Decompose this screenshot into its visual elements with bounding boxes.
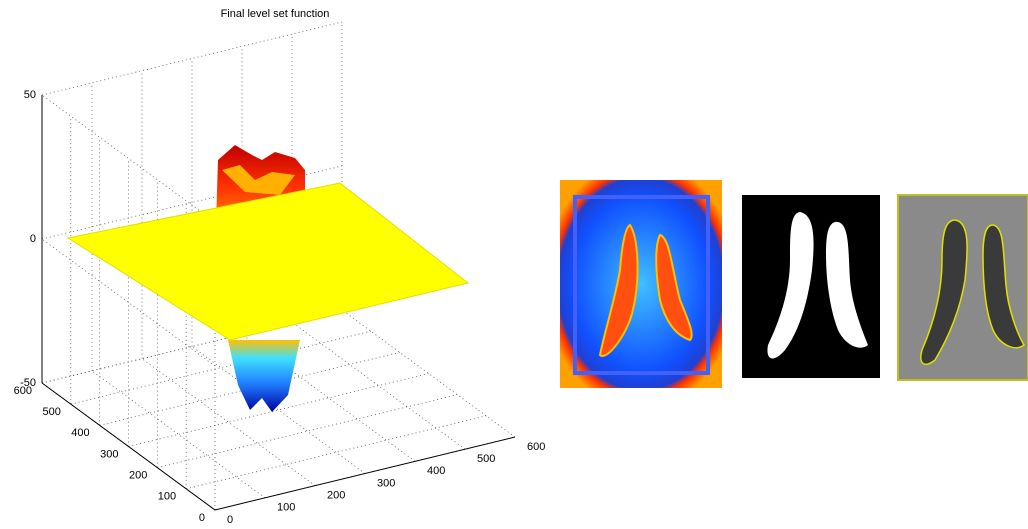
x-tick-label: 200 <box>327 490 345 502</box>
y-tick-label: 500 <box>42 406 60 418</box>
chart-title: Final level set function <box>221 8 330 20</box>
x-tick-label: 400 <box>427 465 445 477</box>
y-tick-label: 0 <box>199 512 205 524</box>
mask-image <box>742 195 880 378</box>
y-grid-floor <box>186 416 486 489</box>
y-tick-label: 400 <box>71 427 89 439</box>
z-tick-label: 0 <box>30 233 36 245</box>
surface-plane <box>68 183 468 340</box>
surface-trough <box>228 340 300 412</box>
x-grid-floor <box>292 322 465 449</box>
x-tick-label: 500 <box>477 453 495 465</box>
y-grid-floor <box>157 395 457 468</box>
z-tick-label: -50 <box>20 377 36 389</box>
heatmap-image <box>560 180 722 388</box>
x-grid-floor <box>92 371 265 498</box>
x-tick-label: 0 <box>227 514 233 526</box>
contour-image <box>898 195 1028 380</box>
surface <box>68 145 468 412</box>
x-tick-label: 100 <box>277 502 295 514</box>
heatmap-bg <box>560 180 722 388</box>
x-tick-label: 600 <box>527 441 545 453</box>
y-tick-label: 300 <box>100 448 118 460</box>
figure: Final level set function 0 100 200 300 400 50… <box>0 0 1028 529</box>
y-tick-label: 100 <box>158 491 176 503</box>
y-grid-floor <box>71 331 371 404</box>
y-tick-label: 200 <box>129 470 147 482</box>
mask-bg <box>742 195 880 378</box>
x-tick-label: 300 <box>377 477 395 489</box>
z-tick-label: 50 <box>24 89 36 101</box>
x-axis <box>215 437 515 510</box>
